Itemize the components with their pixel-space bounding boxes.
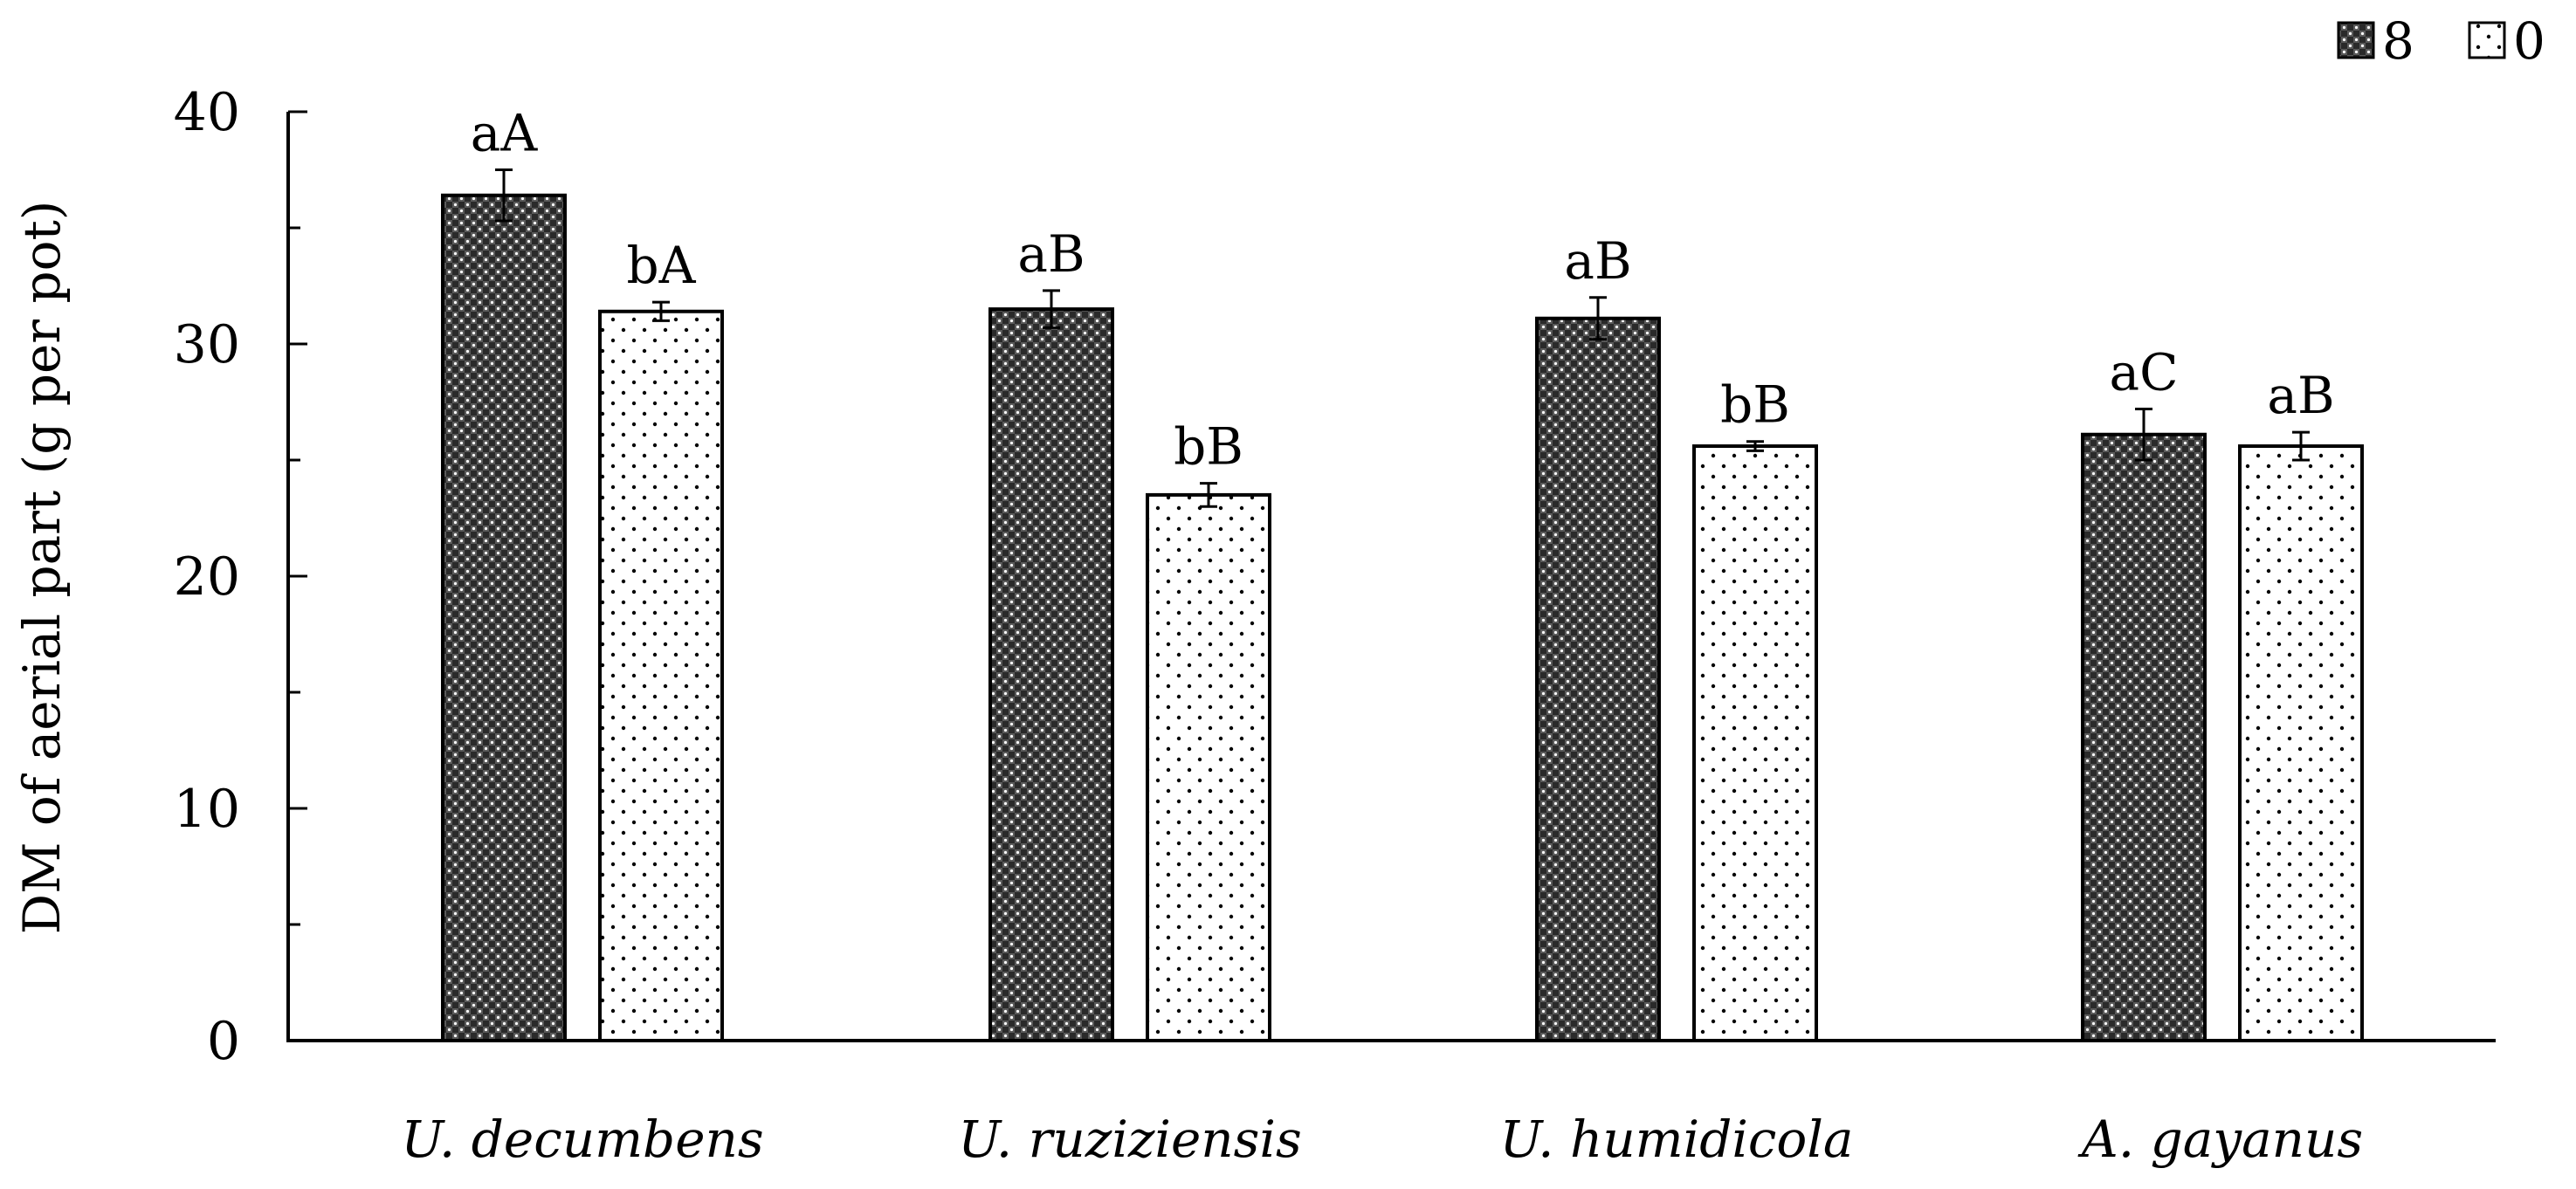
error-bar-series0-1 bbox=[1200, 482, 1217, 508]
bar-letter-label-series8-1: aB bbox=[1017, 224, 1085, 284]
y-tick-label-0: 0 bbox=[207, 1011, 240, 1072]
bar-letter-label-series0-1: bB bbox=[1174, 417, 1243, 477]
error-bar-series0-0 bbox=[652, 300, 670, 322]
bar-series0-2 bbox=[1692, 444, 1818, 1043]
y-tick-label-3: 30 bbox=[174, 314, 240, 375]
legend-swatch-8 bbox=[2337, 21, 2375, 59]
bar-letter-label-series0-2: bB bbox=[1720, 375, 1790, 435]
bar-labels: aA aB aB aC bA bB bB aB bbox=[471, 104, 2335, 477]
category-label-3: A. gayanus bbox=[2077, 1110, 2363, 1169]
bar-letter-label-series8-2: aB bbox=[1564, 231, 1631, 291]
bar-series8-2 bbox=[1535, 316, 1661, 1042]
bar-series8-0 bbox=[441, 193, 567, 1042]
bar-series0-3 bbox=[2238, 444, 2364, 1043]
category-labels: U. decumbens U. ruziziensis U. humidicol… bbox=[401, 1110, 2363, 1169]
bar-series8-3 bbox=[2081, 432, 2207, 1042]
error-bar-series8-3 bbox=[2135, 407, 2152, 462]
bar-letter-label-series0-0: bA bbox=[626, 236, 696, 295]
error-bar-series8-2 bbox=[1589, 296, 1607, 341]
bar-series8-1 bbox=[988, 307, 1114, 1043]
error-bars bbox=[495, 168, 2310, 508]
legend: 8 0 bbox=[2337, 11, 2545, 71]
bar-series0-1 bbox=[1146, 492, 1271, 1042]
category-label-0: U. decumbens bbox=[401, 1110, 763, 1169]
error-bar-series8-1 bbox=[1043, 289, 1060, 329]
y-tick-label-1: 10 bbox=[174, 779, 240, 840]
legend-label-0: 0 bbox=[2513, 11, 2545, 71]
category-label-2: U. humidicola bbox=[1500, 1110, 1854, 1169]
bar-series0-0 bbox=[598, 309, 724, 1042]
bar-letter-label-series8-3: aC bbox=[2110, 342, 2179, 402]
y-axis-title: DM of aerial part (g per pot) bbox=[12, 201, 72, 935]
bars bbox=[441, 193, 2364, 1043]
error-bar-series0-2 bbox=[1746, 440, 1764, 452]
error-bar-series0-3 bbox=[2292, 430, 2310, 462]
bar-letter-label-series0-3: aB bbox=[2267, 366, 2334, 425]
error-bar-series8-0 bbox=[495, 168, 513, 223]
legend-swatch-0 bbox=[2468, 21, 2506, 59]
legend-label-8: 8 bbox=[2382, 11, 2414, 71]
y-ticks: 0 10 20 30 40 bbox=[174, 82, 307, 1072]
bar-letter-label-series8-0: aA bbox=[471, 104, 539, 163]
y-tick-label-2: 20 bbox=[174, 546, 240, 608]
y-tick-label-4: 40 bbox=[174, 82, 240, 143]
category-label-1: U. ruziziensis bbox=[958, 1110, 1301, 1169]
